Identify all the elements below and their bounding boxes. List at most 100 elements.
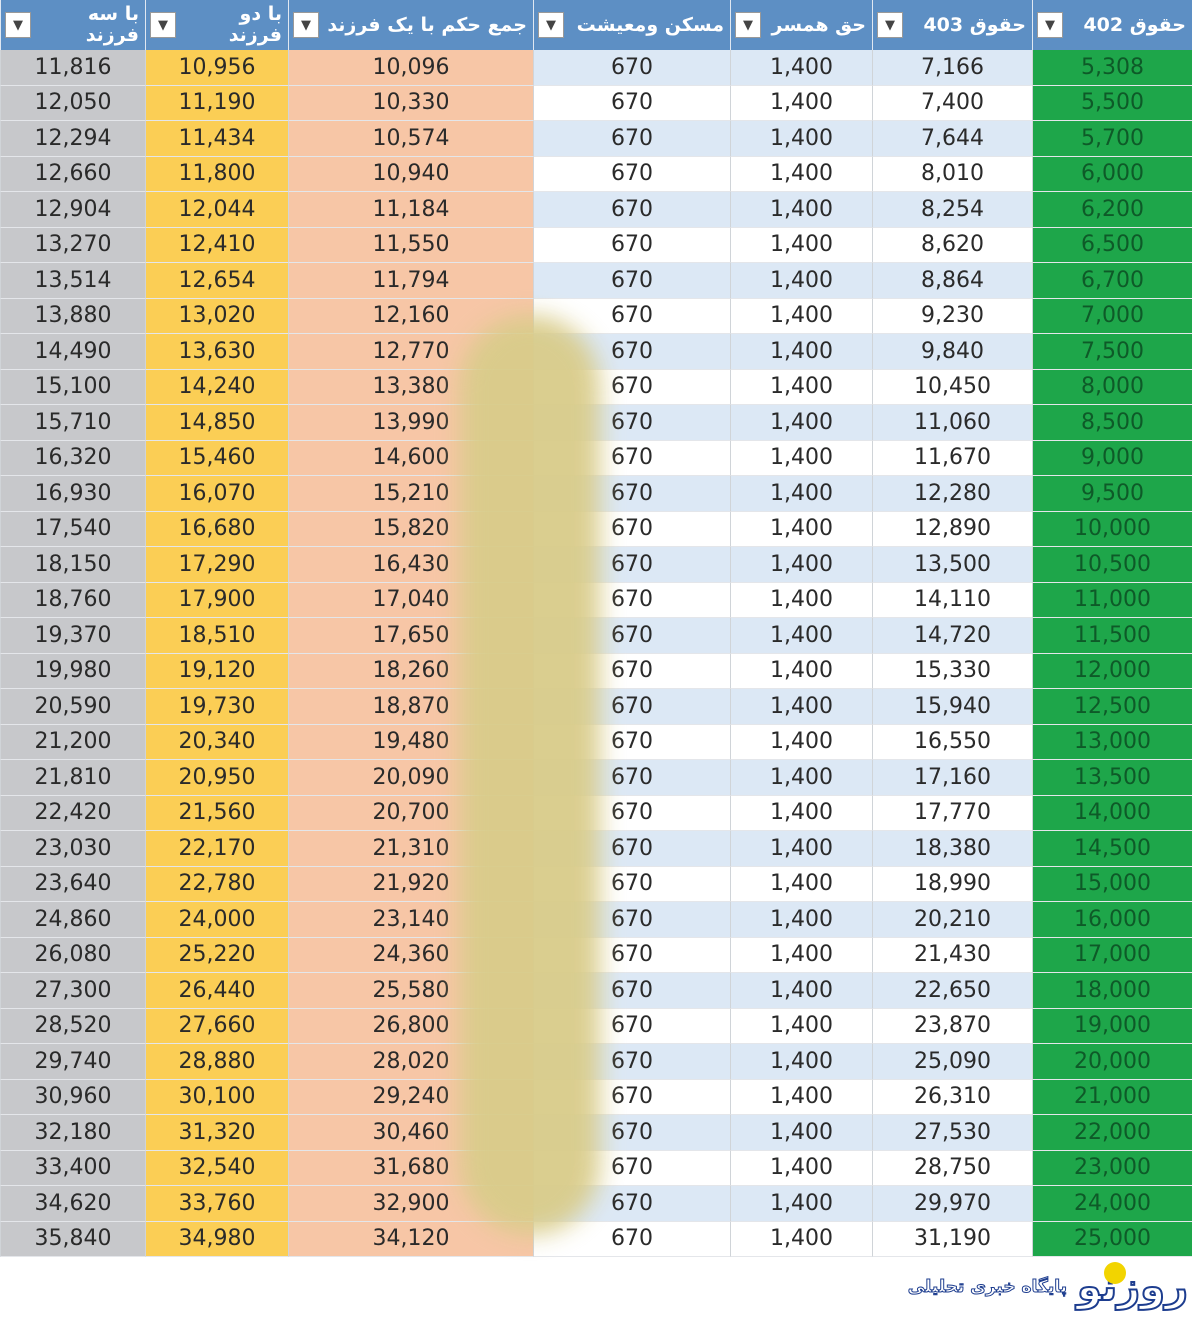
table-cell[interactable]: 34,620 <box>0 1186 145 1222</box>
table-cell[interactable]: 14,110 <box>872 582 1032 618</box>
table-cell[interactable]: 6,000 <box>1032 156 1192 192</box>
table-cell[interactable]: 7,500 <box>1032 334 1192 370</box>
table-cell[interactable]: 1,400 <box>730 653 872 689</box>
column-header[interactable]: با سه فرزند ▼ <box>0 0 145 50</box>
table-cell[interactable]: 20,950 <box>145 760 288 796</box>
table-cell[interactable]: 1,400 <box>730 334 872 370</box>
table-cell[interactable]: 5,700 <box>1032 121 1192 157</box>
table-cell[interactable]: 1,400 <box>730 547 872 583</box>
table-cell[interactable]: 1,400 <box>730 902 872 938</box>
table-cell[interactable]: 30,100 <box>145 1079 288 1115</box>
table-cell[interactable]: 1,400 <box>730 85 872 121</box>
table-cell[interactable]: 11,190 <box>145 85 288 121</box>
table-cell[interactable]: 8,010 <box>872 156 1032 192</box>
table-cell[interactable]: 31,190 <box>872 1221 1032 1257</box>
table-cell[interactable]: 1,400 <box>730 973 872 1009</box>
table-cell[interactable]: 1,400 <box>730 1115 872 1151</box>
table-cell[interactable]: 24,360 <box>288 937 533 973</box>
table-cell[interactable]: 22,650 <box>872 973 1032 1009</box>
table-cell[interactable]: 9,500 <box>1032 476 1192 512</box>
table-cell[interactable]: 1,400 <box>730 937 872 973</box>
table-cell[interactable]: 7,000 <box>1032 298 1192 334</box>
table-cell[interactable]: 11,434 <box>145 121 288 157</box>
table-cell[interactable]: 17,900 <box>145 582 288 618</box>
table-cell[interactable]: 28,520 <box>0 1008 145 1044</box>
table-cell[interactable]: 19,000 <box>1032 1008 1192 1044</box>
table-cell[interactable]: 1,400 <box>730 760 872 796</box>
table-cell[interactable]: 8,864 <box>872 263 1032 299</box>
table-cell[interactable]: 15,000 <box>1032 866 1192 902</box>
table-cell[interactable]: 17,290 <box>145 547 288 583</box>
table-cell[interactable]: 10,096 <box>288 50 533 86</box>
table-cell[interactable]: 10,000 <box>1032 511 1192 547</box>
table-cell[interactable]: 14,500 <box>1032 831 1192 867</box>
table-cell[interactable]: 14,850 <box>145 405 288 441</box>
table-cell[interactable]: 31,320 <box>145 1115 288 1151</box>
table-cell[interactable]: 15,710 <box>0 405 145 441</box>
table-cell[interactable]: 16,930 <box>0 476 145 512</box>
table-cell[interactable]: 10,500 <box>1032 547 1192 583</box>
table-cell[interactable]: 8,254 <box>872 192 1032 228</box>
table-cell[interactable]: 26,310 <box>872 1079 1032 1115</box>
table-cell[interactable]: 10,330 <box>288 85 533 121</box>
table-cell[interactable]: 19,370 <box>0 618 145 654</box>
table-cell[interactable]: 6,700 <box>1032 263 1192 299</box>
table-cell[interactable]: 8,000 <box>1032 369 1192 405</box>
table-cell[interactable]: 10,450 <box>872 369 1032 405</box>
table-cell[interactable]: 21,000 <box>1032 1079 1192 1115</box>
column-header[interactable]: حق همسر ▼ <box>730 0 872 50</box>
table-cell[interactable]: 23,640 <box>0 866 145 902</box>
table-cell[interactable]: 12,000 <box>1032 653 1192 689</box>
table-cell[interactable]: 1,400 <box>730 511 872 547</box>
table-cell[interactable]: 14,000 <box>1032 795 1192 831</box>
table-cell[interactable]: 670 <box>533 156 730 192</box>
table-cell[interactable]: 12,044 <box>145 192 288 228</box>
table-cell[interactable]: 19,980 <box>0 653 145 689</box>
table-cell[interactable]: 1,400 <box>730 618 872 654</box>
table-cell[interactable]: 18,000 <box>1032 973 1192 1009</box>
filter-dropdown-icon[interactable]: ▼ <box>877 12 903 38</box>
table-cell[interactable]: 33,400 <box>0 1150 145 1186</box>
table-cell[interactable]: 14,490 <box>0 334 145 370</box>
table-cell[interactable]: 26,080 <box>0 937 145 973</box>
table-cell[interactable]: 1,400 <box>730 192 872 228</box>
table-cell[interactable]: 16,550 <box>872 724 1032 760</box>
table-cell[interactable]: 14,720 <box>872 618 1032 654</box>
table-cell[interactable]: 11,816 <box>0 50 145 86</box>
table-cell[interactable]: 1,400 <box>730 724 872 760</box>
table-cell[interactable]: 28,750 <box>872 1150 1032 1186</box>
table-cell[interactable]: 22,000 <box>1032 1115 1192 1151</box>
table-cell[interactable]: 13,500 <box>872 547 1032 583</box>
table-cell[interactable]: 23,030 <box>0 831 145 867</box>
table-cell[interactable]: 27,300 <box>0 973 145 1009</box>
table-cell[interactable]: 21,560 <box>145 795 288 831</box>
table-cell[interactable]: 6,200 <box>1032 192 1192 228</box>
table-cell[interactable]: 15,330 <box>872 653 1032 689</box>
table-cell[interactable]: 1,400 <box>730 582 872 618</box>
table-cell[interactable]: 1,400 <box>730 476 872 512</box>
table-cell[interactable]: 15,100 <box>0 369 145 405</box>
table-cell[interactable]: 7,644 <box>872 121 1032 157</box>
table-cell[interactable]: 18,380 <box>872 831 1032 867</box>
table-cell[interactable]: 1,400 <box>730 1186 872 1222</box>
table-cell[interactable]: 1,400 <box>730 1221 872 1257</box>
table-cell[interactable]: 13,270 <box>0 227 145 263</box>
table-cell[interactable]: 6,500 <box>1032 227 1192 263</box>
table-cell[interactable]: 9,840 <box>872 334 1032 370</box>
table-cell[interactable]: 16,070 <box>145 476 288 512</box>
table-cell[interactable]: 32,180 <box>0 1115 145 1151</box>
column-header[interactable]: جمع حکم با یک فرزند ▼ <box>288 0 533 50</box>
column-header[interactable]: حقوق 403 ▼ <box>872 0 1032 50</box>
table-cell[interactable]: 20,590 <box>0 689 145 725</box>
table-cell[interactable]: 8,620 <box>872 227 1032 263</box>
table-cell[interactable]: 20,210 <box>872 902 1032 938</box>
column-header[interactable]: با دو فرزند ▼ <box>145 0 288 50</box>
table-cell[interactable]: 33,760 <box>145 1186 288 1222</box>
table-cell[interactable]: 30,960 <box>0 1079 145 1115</box>
table-cell[interactable]: 23,870 <box>872 1008 1032 1044</box>
table-cell[interactable]: 670 <box>533 192 730 228</box>
table-cell[interactable]: 1,400 <box>730 1079 872 1115</box>
table-cell[interactable]: 21,810 <box>0 760 145 796</box>
table-cell[interactable]: 19,120 <box>145 653 288 689</box>
table-cell[interactable]: 8,500 <box>1032 405 1192 441</box>
